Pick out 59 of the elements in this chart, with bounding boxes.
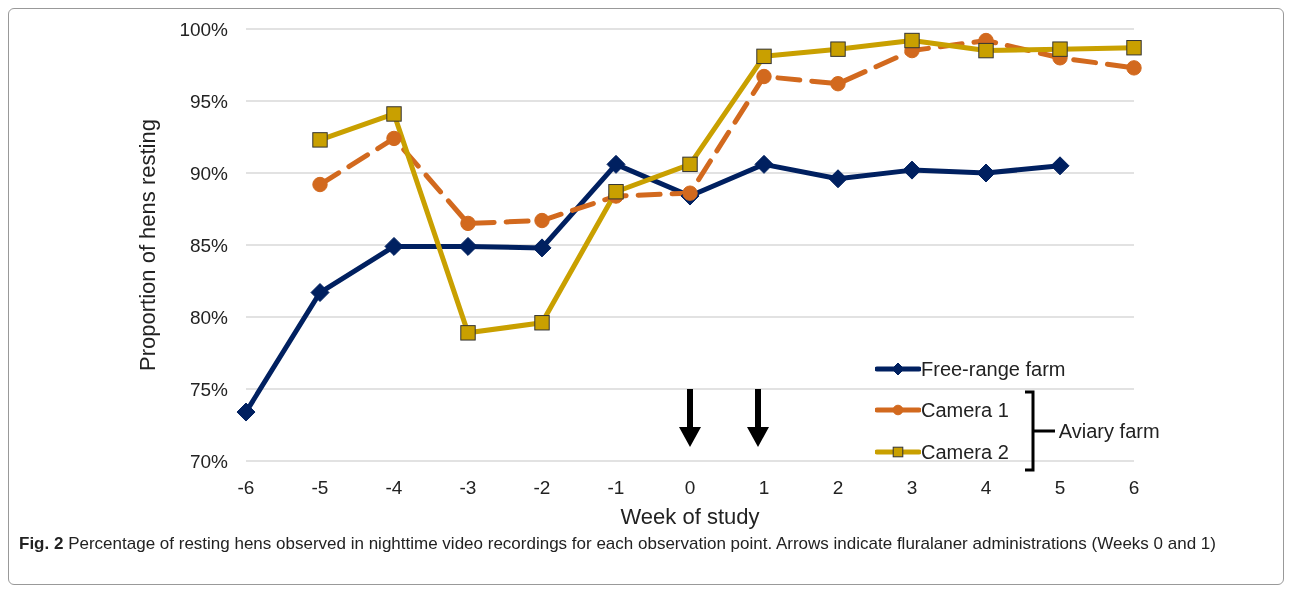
y-tick-label: 70%: [189, 450, 229, 472]
text: Fig. 2: [19, 534, 64, 553]
y-tick-label: 80%: [189, 306, 229, 328]
y-tick-label: 85%: [189, 234, 229, 256]
point: [1052, 41, 1068, 57]
point: [236, 402, 256, 422]
y-tick-label: 100%: [179, 18, 229, 40]
point: [828, 169, 848, 189]
legend-label: Free-range farm: [921, 357, 1066, 381]
x-tick-label: 3: [906, 477, 918, 499]
x-tick-label: 5: [1054, 477, 1066, 499]
point: [460, 325, 476, 341]
point: [384, 236, 404, 256]
point: [976, 163, 996, 183]
y-axis-title: Proportion of hens resting: [134, 119, 160, 371]
point: [756, 68, 772, 85]
point: [830, 41, 846, 57]
point: [386, 130, 402, 147]
point: [978, 42, 994, 59]
point: [904, 32, 920, 49]
point: [532, 238, 552, 258]
y-tick-label: 90%: [189, 162, 229, 184]
point: [756, 48, 772, 65]
point: [606, 154, 626, 174]
point: [1126, 40, 1142, 56]
point: [534, 315, 550, 331]
point: [460, 215, 476, 232]
x-tick-label: -2: [533, 477, 551, 499]
legend-label: Camera 1: [921, 398, 1009, 422]
point: [534, 212, 550, 229]
x-axis-title: Week of study: [620, 504, 760, 529]
x-tick-label: -3: [459, 477, 477, 499]
x-tick-label: 4: [980, 477, 992, 499]
x-tick-label: -4: [385, 477, 403, 499]
legend-title: Aviary farm: [1058, 419, 1160, 443]
y-tick-label: 95%: [189, 90, 229, 112]
point: [386, 106, 402, 122]
point: [608, 184, 624, 200]
point: [1126, 60, 1142, 76]
x-tick-label: 2: [832, 477, 844, 499]
x-tick-label: -6: [237, 477, 255, 499]
x-tick-label: -1: [607, 477, 625, 499]
x-tick-label: 6: [1128, 477, 1140, 499]
text: Percentage of resting hens observed in nighttime video recordings for each observation point. Arrows indicate fluralaner administrations (Weeks 0 and 1): [68, 534, 1216, 553]
point: [458, 236, 478, 256]
point: [312, 132, 328, 148]
point: [682, 185, 698, 201]
x-tick-label: 1: [758, 477, 770, 499]
y-tick-label: 75%: [189, 378, 229, 400]
legend-label: Camera 2: [921, 440, 1009, 464]
x-tick-label: 0: [684, 477, 696, 499]
point: [310, 283, 330, 303]
point: [682, 156, 698, 173]
point: [830, 76, 846, 92]
point: [754, 154, 774, 174]
x-tick-label: -5: [311, 477, 329, 499]
point: [902, 160, 922, 180]
point: [1050, 156, 1070, 176]
point: [312, 176, 328, 193]
